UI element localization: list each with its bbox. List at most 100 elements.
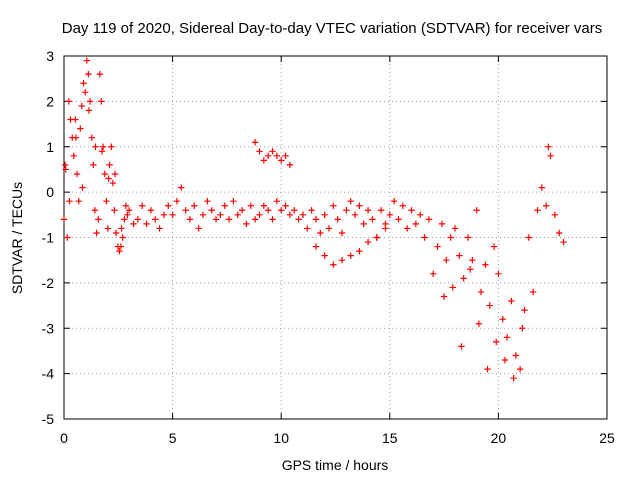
data-point bbox=[105, 175, 112, 182]
data-point bbox=[217, 211, 224, 219]
data-point bbox=[230, 198, 237, 205]
data-point bbox=[134, 216, 142, 223]
data-point bbox=[186, 216, 194, 223]
data-point bbox=[269, 216, 276, 223]
data-point bbox=[61, 161, 69, 169]
data-point bbox=[116, 247, 123, 255]
data-point bbox=[147, 207, 155, 214]
x-tick-label: 15 bbox=[382, 430, 398, 446]
data-point bbox=[264, 152, 272, 160]
data-point bbox=[351, 211, 359, 219]
data-point bbox=[72, 116, 79, 123]
data-point bbox=[501, 356, 509, 364]
data-point bbox=[243, 220, 250, 228]
data-point bbox=[195, 225, 202, 232]
data-point bbox=[330, 261, 337, 268]
data-point bbox=[95, 216, 102, 223]
data-point bbox=[273, 152, 281, 160]
grid-lines bbox=[64, 56, 607, 419]
data-point bbox=[403, 225, 411, 232]
x-tick-label: 5 bbox=[169, 430, 177, 446]
data-point bbox=[101, 170, 109, 178]
data-point bbox=[430, 270, 437, 277]
y-tick-labels: -5 -4 -3 -2 -1 0 1 2 3 bbox=[42, 48, 55, 427]
y-tick-label: -4 bbox=[42, 366, 55, 382]
data-point bbox=[321, 211, 328, 219]
data-point bbox=[111, 207, 118, 214]
data-point bbox=[112, 229, 120, 237]
data-point bbox=[92, 143, 99, 150]
data-point bbox=[234, 211, 241, 219]
data-point bbox=[64, 234, 71, 241]
data-point bbox=[99, 143, 107, 150]
data-point bbox=[295, 216, 302, 223]
data-point bbox=[208, 207, 215, 214]
data-point bbox=[484, 365, 491, 373]
data-point bbox=[312, 216, 320, 223]
data-point bbox=[93, 229, 100, 237]
data-point bbox=[466, 266, 474, 273]
data-point bbox=[503, 334, 511, 341]
data-point bbox=[82, 89, 89, 96]
data-point bbox=[493, 338, 500, 346]
y-axis-label: SDTVAR / TECUs bbox=[9, 182, 25, 294]
data-point bbox=[377, 207, 385, 214]
data-point bbox=[62, 166, 69, 173]
data-point bbox=[299, 211, 307, 219]
data-point bbox=[160, 211, 168, 219]
data-point bbox=[79, 184, 86, 191]
data-point bbox=[117, 243, 125, 250]
data-point bbox=[286, 211, 294, 219]
data-point bbox=[347, 252, 354, 259]
axis-ticks bbox=[63, 55, 608, 420]
data-point bbox=[143, 220, 150, 228]
y-tick-label: -5 bbox=[42, 411, 55, 427]
data-point bbox=[264, 207, 272, 214]
data-point bbox=[278, 157, 285, 164]
data-point bbox=[260, 202, 268, 209]
data-point bbox=[325, 225, 333, 232]
x-tick-labels: 0 5 10 15 20 25 bbox=[60, 430, 615, 446]
data-point bbox=[516, 365, 524, 373]
data-point bbox=[399, 202, 407, 209]
data-point bbox=[347, 198, 354, 205]
data-point bbox=[125, 207, 133, 214]
data-point bbox=[212, 216, 220, 223]
y-tick-label: -3 bbox=[42, 320, 55, 336]
data-point bbox=[78, 102, 86, 110]
data-point bbox=[447, 234, 454, 241]
data-point bbox=[251, 139, 259, 146]
data-point bbox=[70, 152, 77, 160]
data-point bbox=[369, 216, 376, 223]
data-point bbox=[386, 211, 393, 219]
x-tick-label: 25 bbox=[599, 430, 615, 446]
data-point bbox=[417, 211, 424, 219]
data-point bbox=[469, 256, 476, 264]
data-point bbox=[169, 211, 176, 219]
data-point bbox=[356, 247, 363, 255]
data-point bbox=[438, 220, 446, 228]
data-point bbox=[334, 216, 341, 223]
data-point bbox=[534, 207, 541, 214]
data-point bbox=[247, 202, 254, 209]
data-point bbox=[273, 198, 281, 205]
data-point bbox=[477, 288, 485, 296]
data-point bbox=[238, 207, 246, 214]
data-point bbox=[390, 198, 398, 205]
data-point bbox=[106, 161, 113, 169]
data-point bbox=[482, 261, 489, 268]
data-point bbox=[495, 270, 502, 277]
data-point bbox=[86, 98, 94, 105]
y-tick-label: 0 bbox=[46, 184, 54, 200]
data-point bbox=[456, 252, 463, 259]
data-point bbox=[65, 98, 72, 105]
data-point bbox=[191, 202, 198, 209]
data-point bbox=[109, 179, 117, 187]
data-point bbox=[440, 293, 448, 300]
data-point bbox=[156, 225, 163, 232]
data-point bbox=[312, 243, 320, 250]
data-point bbox=[560, 238, 567, 246]
data-point bbox=[425, 216, 433, 223]
data-point bbox=[282, 152, 289, 160]
data-point bbox=[460, 275, 467, 282]
